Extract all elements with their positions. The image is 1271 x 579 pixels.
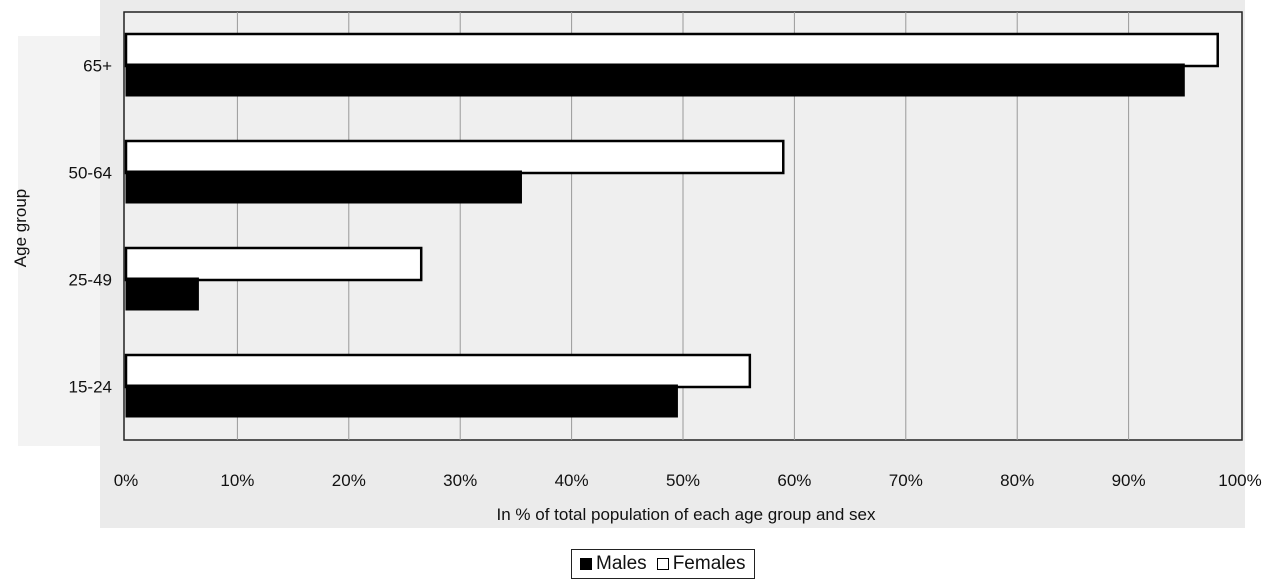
bar-males-65+ — [125, 63, 1185, 97]
y-label-panel — [18, 36, 100, 446]
x-tick-label: 60% — [777, 471, 811, 490]
x-tick-label: 30% — [443, 471, 477, 490]
legend-item-females: Females — [656, 553, 746, 575]
x-tick-label: 100% — [1218, 471, 1261, 490]
legend: Males Females — [571, 549, 755, 579]
x-tick-label: 50% — [666, 471, 700, 490]
x-tick-label: 80% — [1000, 471, 1034, 490]
bar-females-15-24 — [124, 353, 752, 389]
x-tick-label: 70% — [889, 471, 923, 490]
legend-label-females: Females — [672, 553, 746, 574]
y-tick-label: 25-49 — [69, 271, 112, 290]
x-tick-label: 0% — [114, 471, 139, 490]
y-tick-label: 50-64 — [69, 164, 112, 183]
bar-males-25-49 — [125, 277, 199, 311]
x-tick-label: 20% — [332, 471, 366, 490]
bar-females-50-64 — [124, 139, 785, 175]
x-tick-label: 10% — [220, 471, 254, 490]
y-tick-label: 15-24 — [69, 378, 112, 397]
legend-item-males: Males — [580, 553, 647, 575]
x-axis-label: In % of total population of each age gro… — [497, 505, 876, 524]
males-swatch — [580, 558, 592, 570]
y-tick-label: 65+ — [83, 57, 112, 76]
legend-label-males: Males — [596, 553, 647, 574]
females-swatch — [656, 558, 669, 570]
bar-females-25-49 — [124, 246, 423, 282]
x-tick-label: 90% — [1112, 471, 1146, 490]
bar-males-50-64 — [125, 170, 522, 204]
x-tick-label: 40% — [555, 471, 589, 490]
y-axis-label: Age group — [11, 189, 30, 267]
bar-males-15-24 — [125, 384, 678, 418]
bar-females-65+ — [124, 32, 1219, 68]
